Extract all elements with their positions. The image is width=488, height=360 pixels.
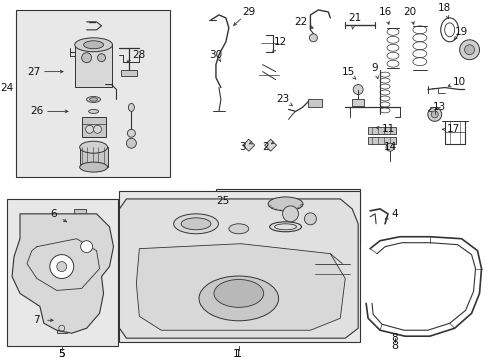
Text: 18: 18 [437, 3, 450, 13]
Polygon shape [12, 214, 113, 333]
Text: 8: 8 [390, 341, 398, 351]
Text: 22: 22 [293, 17, 306, 27]
Circle shape [352, 85, 363, 94]
Circle shape [385, 143, 393, 151]
Text: 12: 12 [273, 37, 286, 47]
Polygon shape [136, 244, 345, 330]
Bar [121, 69, 137, 76]
Bar [16, 10, 170, 177]
Text: 6: 6 [50, 209, 57, 219]
Ellipse shape [128, 103, 134, 111]
Ellipse shape [228, 224, 248, 234]
Circle shape [57, 262, 66, 271]
Bar [367, 127, 395, 134]
Circle shape [93, 125, 102, 133]
Circle shape [98, 54, 105, 62]
Text: 10: 10 [452, 77, 465, 86]
Text: 4: 4 [391, 209, 397, 219]
Text: 19: 19 [454, 27, 468, 37]
Bar [119, 191, 360, 342]
Text: 21: 21 [348, 13, 361, 23]
Text: 28: 28 [132, 50, 146, 60]
Ellipse shape [267, 197, 303, 211]
Text: 23: 23 [275, 94, 288, 104]
Ellipse shape [80, 162, 107, 172]
Text: 13: 13 [432, 103, 446, 112]
Ellipse shape [199, 276, 278, 321]
Text: 8: 8 [391, 333, 397, 343]
Text: 16: 16 [378, 7, 391, 17]
Polygon shape [119, 199, 357, 338]
Text: 2: 2 [262, 142, 268, 152]
Circle shape [427, 107, 441, 121]
Bar [57, 323, 66, 333]
Ellipse shape [83, 41, 103, 49]
Text: 1: 1 [235, 349, 242, 359]
Bar [308, 99, 322, 107]
Ellipse shape [173, 214, 218, 234]
Text: 15: 15 [341, 67, 354, 77]
Bar [7, 199, 118, 346]
Circle shape [309, 34, 317, 42]
Text: 14: 14 [383, 142, 396, 152]
Bar [81, 117, 105, 137]
Bar [351, 99, 364, 107]
Ellipse shape [88, 109, 99, 113]
Circle shape [81, 53, 91, 63]
Polygon shape [243, 139, 254, 151]
Text: 29: 29 [242, 7, 255, 17]
Ellipse shape [181, 218, 210, 230]
Ellipse shape [75, 38, 112, 52]
Text: 1: 1 [232, 349, 239, 359]
Text: 3: 3 [239, 142, 245, 152]
Text: 27: 27 [27, 67, 41, 77]
Bar [75, 45, 112, 86]
Circle shape [464, 45, 473, 55]
Text: 30: 30 [209, 50, 222, 60]
Bar [367, 137, 395, 144]
Text: 25: 25 [216, 196, 229, 206]
Circle shape [81, 241, 92, 253]
Text: 11: 11 [381, 124, 394, 134]
Text: 9: 9 [371, 63, 378, 73]
Circle shape [50, 255, 74, 279]
Text: 7: 7 [34, 315, 40, 325]
Bar [80, 147, 107, 167]
Text: 5: 5 [59, 349, 65, 359]
Circle shape [127, 129, 135, 137]
Text: 5: 5 [58, 349, 65, 359]
Ellipse shape [89, 98, 98, 101]
Circle shape [282, 206, 298, 222]
Bar [216, 189, 360, 244]
Text: 26: 26 [30, 107, 43, 116]
Ellipse shape [80, 141, 107, 153]
Circle shape [126, 138, 136, 148]
Ellipse shape [86, 96, 101, 103]
Ellipse shape [214, 279, 263, 307]
Circle shape [304, 213, 316, 225]
Circle shape [459, 40, 479, 60]
Circle shape [430, 111, 437, 118]
Text: 20: 20 [403, 7, 416, 17]
Text: 17: 17 [446, 124, 459, 134]
Polygon shape [264, 139, 276, 151]
Circle shape [85, 125, 93, 133]
Bar [74, 209, 85, 217]
Text: 24: 24 [0, 82, 14, 93]
